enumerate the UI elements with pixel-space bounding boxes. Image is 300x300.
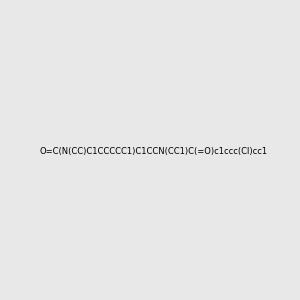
Text: O=C(N(CC)C1CCCCC1)C1CCN(CC1)C(=O)c1ccc(Cl)cc1: O=C(N(CC)C1CCCCC1)C1CCN(CC1)C(=O)c1ccc(C… [40,147,268,156]
